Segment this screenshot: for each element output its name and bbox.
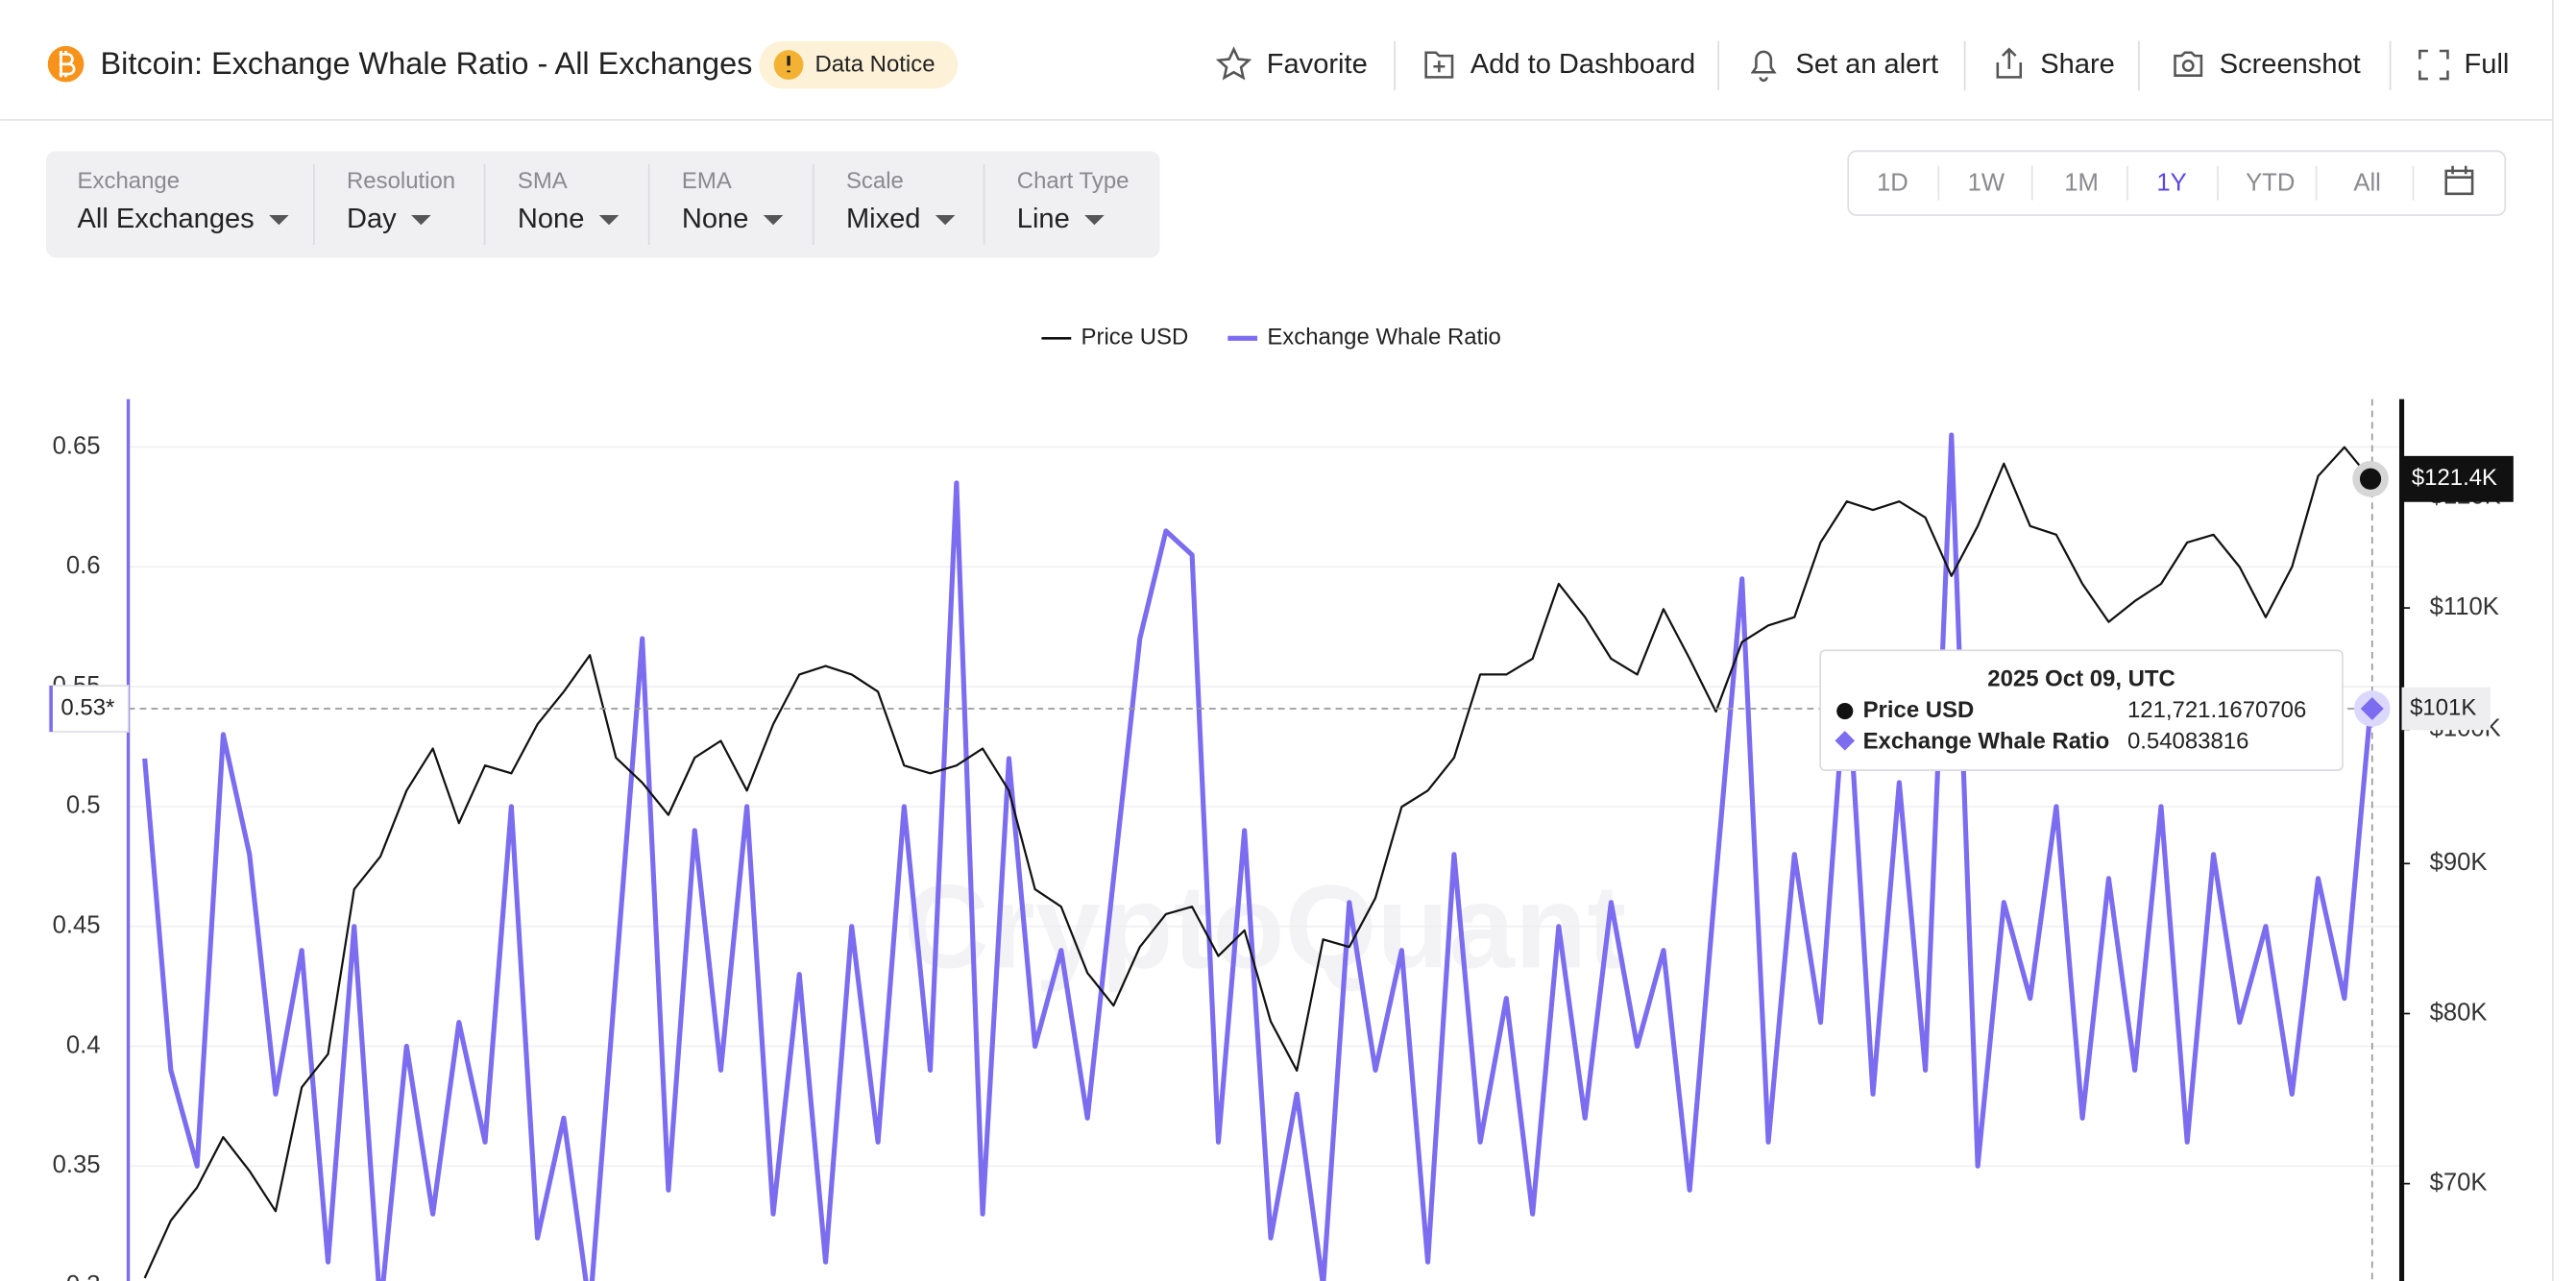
y-tick-label: 0.3 (66, 1271, 101, 1281)
y2-tick-label: $70K (2430, 1169, 2488, 1196)
tooltip-title: 2025 Oct 09, UTC (1987, 665, 2175, 691)
y2-tick-label: $90K (2430, 849, 2488, 876)
notice-text[interactable]: Data Notice (814, 52, 935, 78)
filter-value[interactable]: Day (347, 204, 397, 234)
filter-value[interactable]: Line (1017, 204, 1070, 234)
filter-label: SMA (518, 168, 568, 194)
y-tick-label: 0.4 (66, 1031, 101, 1058)
y-tick-label: 0.5 (66, 792, 101, 819)
notice-pill[interactable] (759, 40, 959, 89)
y-tick-label: 0.6 (66, 552, 101, 579)
alert-button[interactable]: Set an alert (1795, 49, 1938, 80)
watermark: CryptoQuant (904, 861, 1626, 993)
y-tick-label: 0.65 (53, 432, 101, 459)
filter-value[interactable]: None (518, 204, 584, 234)
page-title: Bitcoin: Exchange Whale Ratio - All Exch… (100, 46, 752, 81)
add-dashboard-button[interactable]: Add to Dashboard (1470, 49, 1695, 80)
range-button[interactable]: All (2353, 169, 2381, 196)
y-badge (48, 685, 130, 733)
range-button[interactable]: 1M (2064, 169, 2099, 196)
screenshot-icon (2174, 51, 2203, 77)
calendar-icon[interactable] (2444, 165, 2474, 196)
range-button[interactable]: 1W (1968, 169, 2005, 196)
share-icon (1996, 47, 2023, 79)
y2-tick-label: $110K (2430, 593, 2499, 620)
y2-price-badge (2401, 455, 2514, 502)
filter-label: EMA (682, 168, 732, 194)
plot-area: Price USD Exchange Whale Ratio CryptoQuant… (48, 325, 2514, 1281)
dropdown-caret (935, 215, 956, 226)
y2-ratio-badge (2401, 687, 2491, 731)
legend-label[interactable]: Price USD (1081, 325, 1189, 350)
tooltip (1819, 649, 2344, 771)
dropdown-caret (763, 215, 784, 226)
dropdown-caret (598, 215, 620, 226)
dropdown-caret (1084, 215, 1105, 226)
dashboard-icon (1424, 51, 1454, 79)
range-panel (1847, 150, 2507, 216)
y-tick-label: 0.45 (53, 912, 101, 939)
favorite-icon (1215, 46, 1252, 81)
filter-label: Chart Type (1017, 168, 1130, 194)
price-marker (2359, 468, 2382, 490)
filter-label: Scale (846, 168, 904, 194)
screenshot-lens (2181, 59, 2195, 72)
filter-value[interactable]: None (682, 204, 748, 234)
dropdown-caret (411, 215, 431, 226)
range-button[interactable]: 1D (1877, 169, 1908, 196)
y-tick-label: 0.35 (53, 1151, 101, 1178)
favorite-button[interactable]: Favorite (1267, 49, 1368, 80)
filter-panel (46, 151, 1160, 258)
share-button[interactable]: Share (2040, 49, 2115, 80)
dropdown-caret (269, 215, 289, 226)
alert-icon (1750, 50, 1777, 82)
y2-price-badge-label: $121.4K (2412, 465, 2497, 491)
series-line (142, 432, 2373, 1281)
range-button[interactable]: 1Y (2156, 169, 2186, 196)
filter-label: Resolution (347, 168, 455, 194)
tooltip-ratio-value: 0.54083816 (2127, 728, 2248, 754)
full-icon (2418, 49, 2449, 81)
legend-label[interactable]: Exchange Whale Ratio (1267, 325, 1501, 350)
bitcoin-glyph (59, 51, 76, 78)
screenshot-button[interactable]: Screenshot (2220, 49, 2361, 80)
full-button[interactable]: Full (2465, 49, 2510, 80)
filter-value[interactable]: All Exchanges (78, 204, 255, 234)
tooltip-price-dot (1836, 702, 1854, 720)
series-line (143, 446, 2371, 1279)
y2-ratio-badge-label: $101K (2410, 694, 2476, 720)
tooltip-ratio-name: Exchange Whale Ratio (1863, 728, 2110, 754)
tooltip-price-name: Price USD (1863, 697, 1975, 723)
y2-tick-label: $80K (2430, 999, 2488, 1026)
filter-label: Exchange (78, 168, 180, 194)
tooltip-price-value: 121,721.1670706 (2127, 697, 2306, 723)
range-button[interactable]: YTD (2246, 169, 2295, 196)
filter-value[interactable]: Mixed (846, 204, 921, 234)
y-badge-label: 0.53* (61, 694, 114, 720)
